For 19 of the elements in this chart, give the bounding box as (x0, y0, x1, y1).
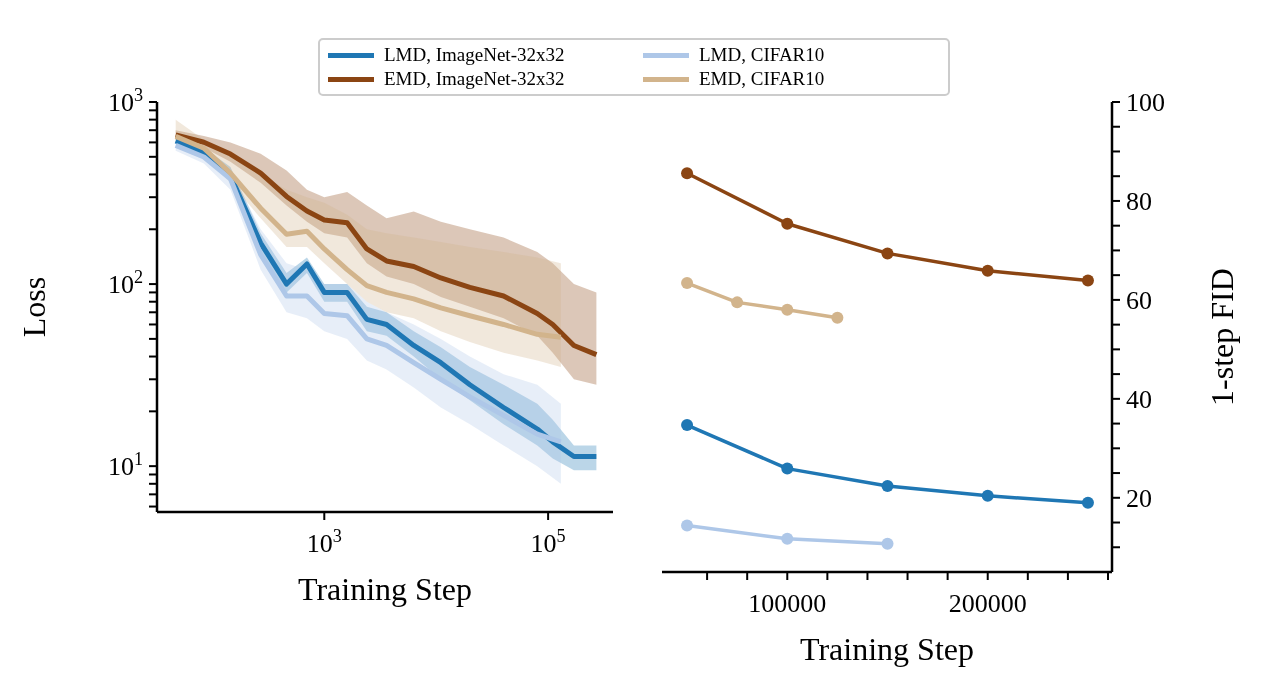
x-tick-label: 10$^{5}$ (530, 526, 566, 558)
y-tick-label: 10$^{1}$ (107, 449, 143, 482)
y-axis-title: Loss (16, 276, 53, 338)
x-axis-title: Training Step (800, 631, 974, 667)
y2-tick-label: 80 (1126, 186, 1152, 216)
y2-tick-label: 40 (1126, 384, 1152, 414)
y2-tick-label: 100 (1126, 88, 1165, 117)
y-tick-label: 10$^{2}$ (107, 267, 143, 300)
legend-label: LMD, ImageNet-32x32 (384, 44, 565, 66)
y2-tick-label: 60 (1126, 285, 1152, 315)
x-tick-label: 100000 (748, 589, 827, 618)
y2-axis-title: 1-step FID (1204, 268, 1241, 406)
y-tick-label: 10$^{3}$ (107, 85, 143, 117)
x-tick-label: 200000 (948, 589, 1027, 618)
y2-tick-label: 20 (1126, 483, 1152, 513)
legend-label: EMD, ImageNet-32x32 (384, 68, 565, 90)
legend-label: LMD, CIFAR10 (699, 44, 825, 66)
x-axis-title: Training Step (298, 571, 472, 607)
legend-label: EMD, CIFAR10 (699, 68, 825, 90)
